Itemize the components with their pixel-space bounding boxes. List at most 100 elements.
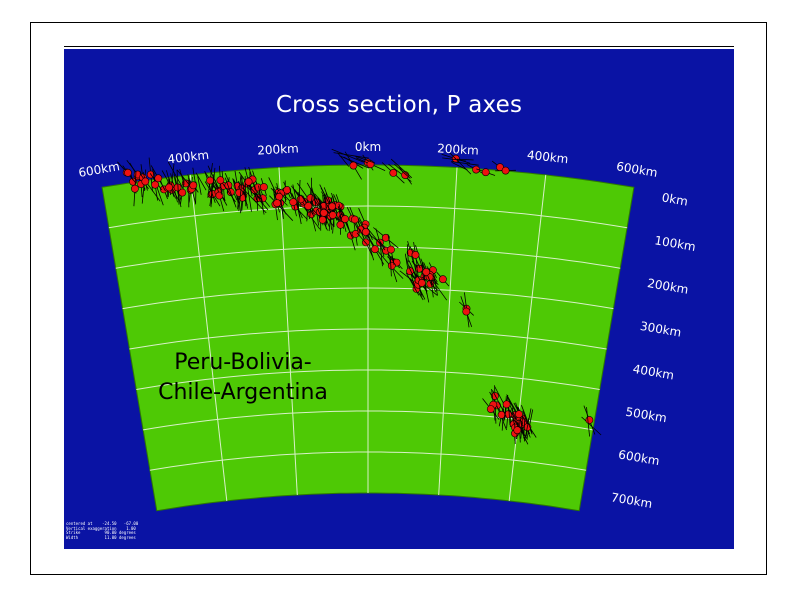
y-tick-label: 0km [661,190,689,208]
event-marker [502,400,511,409]
x-tick-label: 0km [355,140,381,154]
p-axis-bar [508,406,511,426]
event-marker [224,181,233,190]
event-marker [361,227,370,236]
p-axis-bar [319,184,336,217]
event-marker [151,180,159,189]
p-axis-bar [356,232,368,246]
p-axis-bar [526,409,534,439]
grid-layer [108,165,628,501]
x-tick-label: 600km [77,159,120,180]
p-axis-bar [246,183,262,200]
p-axis-bar [523,420,526,439]
p-axis-bar [333,152,369,159]
p-axis-bar [411,253,419,281]
p-axis-bar [521,405,533,433]
p-axis-bar [451,161,468,171]
x-tick-label: 400km [167,148,210,167]
event-marker [351,229,360,238]
event-marker [318,215,327,224]
p-axis-bar [390,158,413,179]
y-tick-label: 400km [632,362,675,383]
event-marker [349,161,358,170]
event-marker [350,215,359,224]
x-tick-label: 400km [526,148,569,167]
region-label-line-1: Peru-Bolivia- [174,350,312,375]
event-marker [336,220,345,229]
y-tick-label: 600km [617,447,660,468]
event-marker [513,426,522,435]
p-axis-bar [195,172,207,191]
p-axis-bar [167,161,185,191]
top-rule [64,46,734,47]
event-marker [273,199,281,207]
distance-grid-line [508,174,547,501]
p-axis-bar [176,169,189,184]
event-marker [259,183,268,191]
y-tick-label: 300km [639,319,682,340]
event-marker [141,177,150,186]
p-axis-bar [296,200,302,225]
p-axis-bar [166,170,175,197]
distance-grid-line [438,167,458,496]
event-marker [216,176,225,185]
y-tick-label: 500km [625,405,668,426]
x-tick-label: 200km [437,141,479,157]
event-marker [371,245,379,254]
event-marker [319,208,328,217]
distance-grid-line [278,167,298,496]
p-axis-bar [522,410,533,435]
p-axis-bar [404,253,409,271]
p-axis-bar [389,256,392,277]
p-axis-bar [394,163,411,179]
event-marker [417,278,426,287]
y-tick-label: 700km [610,490,653,511]
y-tick-label: 100km [654,233,697,254]
p-axis-bar [269,195,294,221]
event-marker [486,405,495,413]
footer-line: Width 11.00 degrees [66,534,136,540]
event-marker [387,261,396,270]
p-axis-bar [298,179,301,210]
event-marker [422,267,431,276]
x-tick-label: 600km [615,159,658,180]
event-marker [306,194,315,202]
y-axis-labels: 0km 100km 200km 300km 400km 500km 600km 700km [610,190,697,511]
p-axis-bar [241,187,267,214]
p-axis-bar [406,244,409,263]
p-axis-bar [451,161,479,166]
event-marker [130,184,139,193]
p-axis-bar [209,175,215,207]
p-axis-bar [442,157,466,162]
event-marker [289,198,298,206]
p-axis-bar [332,195,340,223]
p-axis-bar [197,176,202,195]
distance-grid-line [189,174,228,501]
event-marker [235,188,244,197]
event-marker [411,250,420,259]
p-axis-bar [224,177,237,208]
footer-line: centered at -24.50 -67.00 [66,521,139,526]
event-marker [124,168,132,177]
p-axis-bar [492,390,507,417]
p-axis-bar [176,169,180,205]
map-info-footer: centered at -24.50 -67.00 Vertical exagg… [66,521,139,540]
plot-title: Cross section, P axes [275,92,523,118]
event-marker [472,165,480,174]
footer-line: Strike 90.00 degrees [66,530,136,535]
p-axis-bar [246,182,252,212]
event-marker [401,171,410,179]
event-marker [501,166,510,175]
event-marker [328,211,337,219]
x-tick-label: 200km [257,141,299,157]
p-axis-bar [174,177,182,208]
p-axis-bar [422,273,430,303]
event-marker [481,168,490,177]
event-marker [283,186,291,194]
event-marker [165,183,173,192]
p-axis-bar [242,184,247,202]
event-marker [328,202,336,211]
event-marker [244,177,253,186]
p-axis-bar [337,152,350,167]
